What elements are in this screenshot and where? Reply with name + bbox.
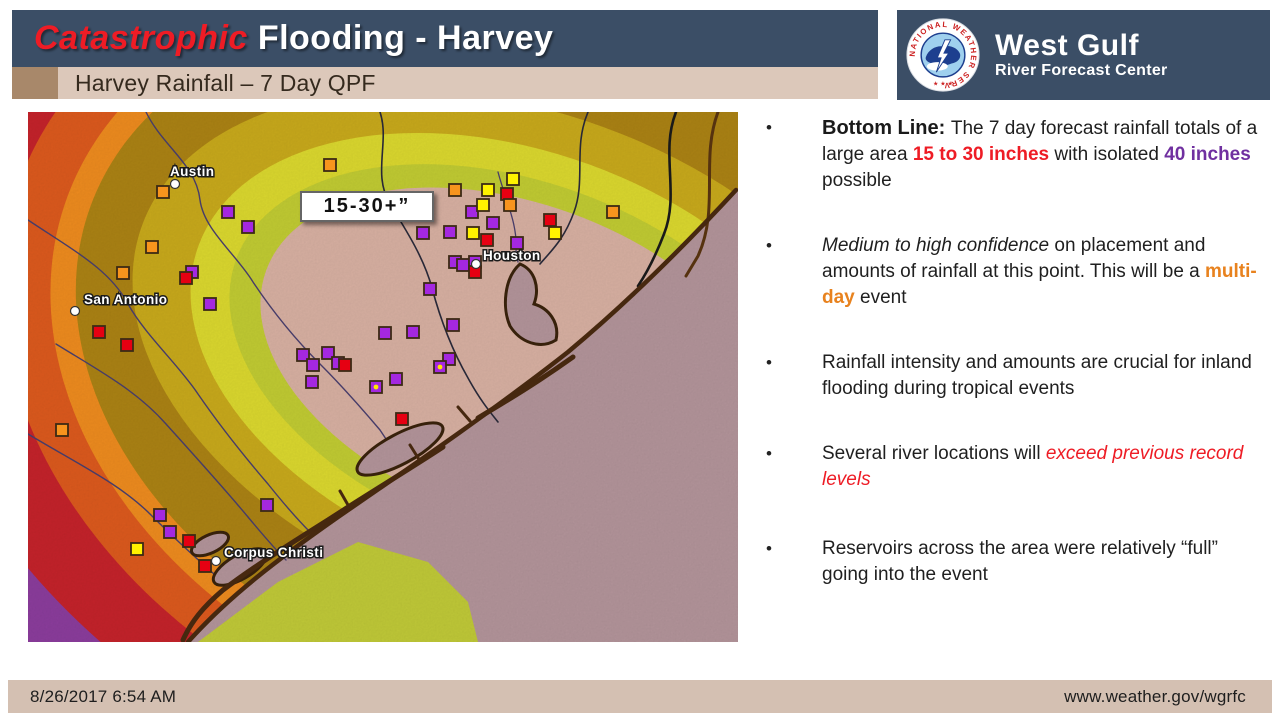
bullet-segment: The 7 day forecast rainfall totals of a … [822,118,1258,166]
bullet-segment: multi-day [822,260,1257,308]
station-marker [416,226,430,240]
station-marker [481,183,495,197]
station-marker [203,297,217,311]
city-label: Houston [483,248,541,263]
station-marker [130,542,144,556]
city-label: Corpus Christi [224,545,323,560]
bullet-segment: with isolated [1049,144,1165,166]
bullet-segment: Several river locations will [822,443,1046,464]
station-marker [116,266,130,280]
bullet-segment: Bottom Line: [822,117,951,139]
subtitle-accent-square [12,67,58,99]
city-dot [210,555,222,567]
bullet-segment: exceed previous record levels [822,443,1244,490]
city-dot [470,258,482,270]
station-marker [156,185,170,199]
bullet-segment: event [854,286,907,308]
station-marker [606,205,620,219]
slide-footer: 8/26/2017 6:54 AM www.weather.gov/wgrfc [8,680,1272,713]
city-markers: Austin San Antonio Houston Corpus Christi [69,163,542,567]
org-banner: NATIONAL WEATHER SERVICE ★ ★ ★ West Gulf… [897,10,1270,100]
rainfall-annotation-label: 15-30+” [300,191,434,222]
station-marker [486,216,500,230]
station-marker [446,318,460,332]
station-marker [221,205,235,219]
nws-logo-icon: NATIONAL WEATHER SERVICE ★ ★ ★ [905,17,980,92]
station-marker [55,423,69,437]
station-marker [389,372,403,386]
bullet-segment: 40 inches [1164,144,1251,166]
bullet-icon: • [766,118,772,137]
org-subname: River Forecast Center [995,61,1168,79]
station-marker [92,325,106,339]
qpf-rainfall-map: Austin San Antonio Houston Corpus Christi 1… [28,112,738,642]
station-marker [510,236,524,250]
footer-datetime: 8/26/2017 6:54 AM [30,686,177,706]
bullet-segment: Rainfall intensity and amounts are cruci… [822,352,1252,399]
list-item: • Reservoirs across the area were relati… [758,536,1263,588]
bullet-icon: • [766,539,772,558]
station-marker [198,559,212,573]
bullet-segment: Reservoirs across the area were relative… [822,538,1218,585]
station-marker [120,338,134,352]
station-marker [443,225,457,239]
list-item: • Bottom Line: The 7 day forecast rainfa… [758,115,1263,194]
title-emphasis: Catastrophic [34,19,248,57]
station-marker [338,358,352,372]
page-title: Flooding - Harvey [257,19,554,57]
slide-title-bar: Catastrophic Flooding - Harvey [12,10,878,67]
station-marker [145,240,159,254]
station-marker [395,412,409,426]
station-marker [506,172,520,186]
station-marker [260,498,274,512]
station-marker [423,282,437,296]
station-marker [466,226,480,240]
station-marker [323,158,337,172]
station-marker [465,205,479,219]
bullet-icon: • [766,353,772,372]
city-label: San Antonio [84,292,167,307]
org-name: West Gulf [995,29,1139,63]
city-label: Austin [170,164,214,179]
station-marker [548,226,562,240]
bullet-segment: 15 to 30 inches [912,144,1050,166]
list-item: • Rainfall intensity and amounts are cru… [758,350,1263,402]
station-marker [153,508,167,522]
station-marker [406,325,420,339]
subtitle-bar: Harvey Rainfall – 7 Day QPF [58,67,878,99]
station-marker [241,220,255,234]
bullet-icon: • [766,444,772,463]
station-markers [55,158,620,573]
city-dot [169,178,181,190]
logo-stars: ★ ★ ★ [933,80,953,87]
station-marker [543,213,557,227]
key-points-list: • Bottom Line: The 7 day forecast rainfa… [758,112,1270,642]
station-marker [480,233,494,247]
station-marker [296,348,310,362]
bullet-segment: possible [822,170,892,192]
list-item: • Several river locations will exceed pr… [758,441,1263,493]
bullet-icon: • [766,236,772,255]
station-marker [378,326,392,340]
footer-url: www.weather.gov/wgrfc [1064,686,1246,706]
station-marker [476,198,490,212]
station-marker [321,346,335,360]
station-marker [503,198,517,212]
station-marker-dot [373,384,379,390]
station-marker [306,358,320,372]
list-item: • Medium to high confidence on placement… [758,233,1263,310]
bullet-segment: Medium to high confidence [822,235,1050,256]
station-marker [456,258,470,272]
station-marker [179,271,193,285]
station-marker [182,534,196,548]
slide-subtitle: Harvey Rainfall – 7 Day QPF [75,69,376,96]
station-marker [305,375,319,389]
city-dot [69,305,81,317]
station-marker [163,525,177,539]
station-marker [448,183,462,197]
station-marker-dot [437,364,443,370]
bullet-segment: on placement and amounts of rainfall at … [822,235,1206,282]
